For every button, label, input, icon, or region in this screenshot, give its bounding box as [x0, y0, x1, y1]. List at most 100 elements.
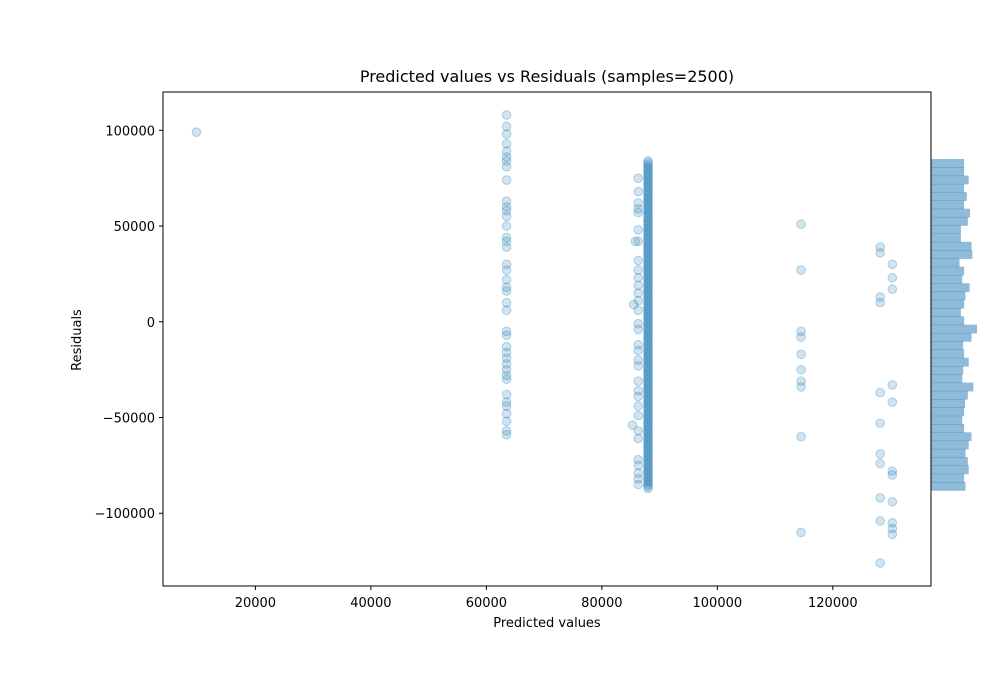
scatter-point [643, 470, 653, 480]
y-axis: 100000 50000 0 −50000 −100000 [94, 124, 163, 522]
scatter-point [643, 226, 653, 237]
scatter-point [643, 295, 653, 306]
scatter-point [643, 368, 653, 379]
x-axis: 20000 40000 60000 80000 100000 120000 [235, 586, 858, 611]
y-tick-label: 50000 [114, 220, 155, 235]
scatter-point [643, 299, 653, 310]
scatter-point [643, 309, 653, 319]
scatter-point [887, 470, 898, 480]
scatter-point [501, 359, 512, 369]
scatter-point [643, 403, 653, 413]
scatter-point [643, 372, 653, 383]
scatter-point [643, 410, 653, 421]
scatter-point [796, 382, 806, 392]
scatter-point [643, 370, 653, 381]
scatter-point [501, 242, 512, 252]
scatter-point [643, 165, 653, 176]
scatter-point [643, 238, 653, 249]
scatter-point [501, 202, 512, 212]
scatter-point [643, 213, 653, 224]
scatter-point [643, 186, 653, 197]
scatter-points [191, 110, 898, 568]
scatter-point [643, 272, 653, 283]
scatter-point [887, 380, 898, 390]
scatter-point [633, 345, 644, 356]
scatter-point [643, 301, 653, 312]
scatter-point [643, 194, 653, 205]
y-axis-label: Residuals [70, 309, 85, 371]
scatter-point [633, 255, 644, 266]
scatter-point [643, 399, 653, 409]
scatter-point [643, 366, 653, 377]
scatter-point [643, 217, 653, 228]
scatter-point [643, 156, 653, 166]
scatter-point [643, 357, 653, 367]
scatter-point [643, 284, 653, 295]
scatter-point [643, 343, 653, 354]
histogram-bar [931, 424, 965, 433]
y-tick-label: −50000 [103, 412, 155, 427]
scatter-point [643, 184, 653, 195]
scatter-point [643, 479, 653, 490]
scatter-point [643, 420, 653, 430]
scatter-point [643, 322, 653, 333]
scatter-point [643, 412, 653, 423]
scatter-point [643, 475, 653, 486]
scatter-point [643, 460, 653, 471]
scatter-point [887, 518, 898, 528]
scatter-point [633, 376, 644, 386]
scatter-point [501, 121, 512, 132]
histogram-bar [931, 200, 965, 210]
scatter-point [643, 445, 653, 455]
histogram-bar [931, 299, 965, 309]
scatter-point [643, 418, 653, 429]
scatter-point [887, 284, 898, 295]
scatter-point [643, 290, 653, 300]
scatter-point [643, 315, 653, 325]
scatter-point [643, 177, 653, 187]
scatter-point [643, 169, 653, 180]
histogram-bar [931, 407, 965, 417]
histogram-bar [931, 432, 972, 442]
scatter-point [643, 433, 653, 444]
histogram-bar [931, 473, 965, 483]
scatter-point [501, 221, 512, 231]
plot-area [162, 91, 932, 587]
histogram-bar [931, 366, 964, 375]
scatter-point [501, 389, 512, 400]
scatter-point [643, 428, 653, 438]
scatter-point [643, 292, 653, 302]
scatter-point [643, 347, 653, 358]
y-tick-label: 0 [147, 316, 155, 331]
scatter-point [643, 437, 653, 448]
scatter-point [630, 236, 641, 247]
scatter-point [796, 376, 806, 386]
scatter-point [643, 278, 653, 289]
histogram-bar [931, 399, 966, 408]
scatter-point [643, 192, 653, 203]
scatter-point [501, 129, 512, 139]
scatter-point [643, 225, 653, 235]
scatter-point [887, 496, 898, 507]
scatter-point [501, 156, 512, 166]
scatter-point [643, 380, 653, 390]
scatter-point [501, 330, 512, 340]
scatter-point [643, 336, 653, 346]
scatter-point [643, 276, 653, 287]
scatter-point [643, 230, 653, 241]
scatter-point [643, 483, 653, 494]
scatter-point [501, 408, 512, 419]
scatter-point [643, 408, 653, 419]
scatter-point [501, 326, 512, 337]
scatter-point [643, 282, 653, 293]
x-tick-label: 80000 [581, 596, 622, 611]
scatter-point [796, 326, 806, 337]
scatter-point [633, 355, 644, 365]
scatter-point [501, 370, 512, 381]
scatter-point [643, 311, 653, 321]
scatter-point [643, 188, 653, 199]
scatter-point [643, 280, 653, 291]
scatter-point [643, 263, 653, 273]
scatter-point [796, 527, 806, 538]
